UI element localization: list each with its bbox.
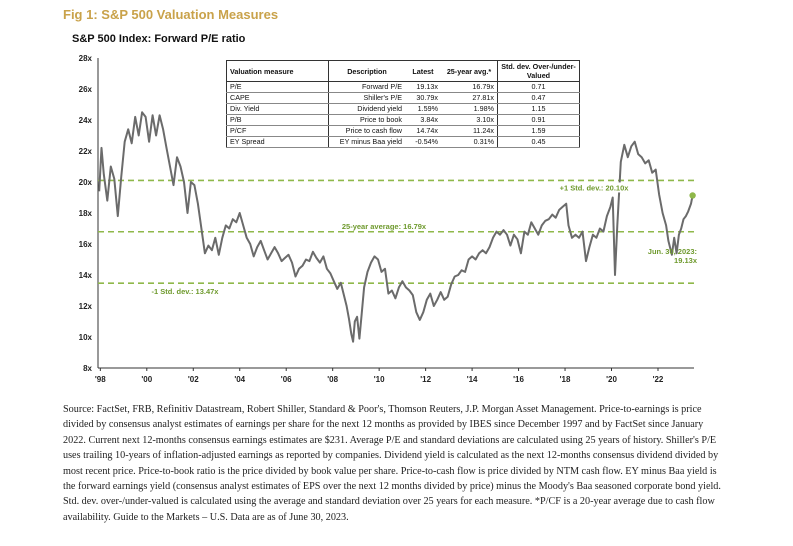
x-tick-label: '10 xyxy=(374,375,385,384)
reference-label: +1 Std. dev.: 20.10x xyxy=(560,183,630,192)
valuation-table-header: Valuation measure Description Latest 25-… xyxy=(226,60,580,82)
valuation-table-cell: 14.74x xyxy=(405,125,441,137)
y-tick-label: 16x xyxy=(79,240,93,249)
x-tick-label: '02 xyxy=(188,375,199,384)
y-tick-label: 26x xyxy=(79,85,93,94)
y-tick-label: 14x xyxy=(79,271,93,280)
y-tick-label: 10x xyxy=(79,333,93,342)
y-tick-label: 12x xyxy=(79,302,93,311)
y-tick-label: 24x xyxy=(79,116,93,125)
y-tick-label: 22x xyxy=(79,147,93,156)
x-tick-label: '20 xyxy=(606,375,617,384)
reference-label-bg xyxy=(546,182,642,193)
valuation-table-cell: Price to cash flow xyxy=(328,125,405,137)
x-tick-label: '14 xyxy=(467,375,478,384)
reference-label-bg xyxy=(137,286,233,297)
valuation-table-cell: Price to book xyxy=(328,114,405,126)
valuation-table-cell: EY minus Baa yield xyxy=(328,136,405,148)
reference-label: -1 Std. dev.: 13.47x xyxy=(152,287,220,296)
valuation-table-cell: -0.54% xyxy=(405,136,441,148)
valuation-table-cell: 0.47 xyxy=(497,92,580,104)
header-description: Description xyxy=(328,60,405,82)
valuation-table-cell: 0.31% xyxy=(441,136,498,148)
latest-label-date: Jun. 30, 2023: xyxy=(648,247,697,256)
forward-pe-line xyxy=(98,111,694,343)
y-tick-label: 18x xyxy=(79,209,93,218)
valuation-table-cell: P/B xyxy=(226,114,329,126)
valuation-table-cell: 3.84x xyxy=(405,114,441,126)
x-tick-label: '98 xyxy=(95,375,106,384)
reference-label-bg xyxy=(336,220,432,231)
valuation-table-row: CAPE Shiller's P/E 30.79x 27.81x 0.47 xyxy=(226,92,580,104)
valuation-table-cell: 0.91 xyxy=(497,114,580,126)
valuation-table-cell: P/CF xyxy=(226,125,329,137)
x-tick-label: '08 xyxy=(327,375,338,384)
valuation-table-cell: 1.59% xyxy=(405,103,441,115)
x-tick-label: '22 xyxy=(653,375,664,384)
valuation-table-cell: Forward P/E xyxy=(328,81,405,93)
valuation-table-row: P/B Price to book 3.84x 3.10x 0.91 xyxy=(226,114,580,126)
reference-label: 25-year average: 16.79x xyxy=(342,222,427,231)
x-tick-label: '16 xyxy=(513,375,524,384)
valuation-table-cell: CAPE xyxy=(226,92,329,104)
valuation-table-cell: Shiller's P/E xyxy=(328,92,405,104)
y-tick-label: 8x xyxy=(83,364,92,373)
valuation-table-row: EY Spread EY minus Baa yield -0.54% 0.31% 0.… xyxy=(226,136,580,148)
y-tick-label: 20x xyxy=(79,178,93,187)
valuation-table: Valuation measure Description Latest 25-… xyxy=(226,60,580,148)
valuation-table-cell: 0.45 xyxy=(497,136,580,148)
figure-title: Fig 1: S&P 500 Valuation Measures xyxy=(63,7,279,22)
valuation-table-cell: 27.81x xyxy=(441,92,498,104)
valuation-table-cell: 1.98% xyxy=(441,103,498,115)
x-tick-label: '18 xyxy=(560,375,571,384)
valuation-table-cell: 3.10x xyxy=(441,114,498,126)
y-tick-label: 28x xyxy=(79,54,93,63)
x-tick-label: '00 xyxy=(141,375,152,384)
valuation-table-row: P/CF Price to cash flow 14.74x 11.24x 1.59 xyxy=(226,125,580,137)
chart-title: S&P 500 Index: Forward P/E ratio xyxy=(72,33,246,45)
valuation-table-cell: P/E xyxy=(226,81,329,93)
valuation-table-cell: 0.71 xyxy=(497,81,580,93)
valuation-table-row: Div. Yield Dividend yield 1.59% 1.98% 1.15 xyxy=(226,103,580,115)
valuation-table-cell: Dividend yield xyxy=(328,103,405,115)
valuation-table-cell: 1.59 xyxy=(497,125,580,137)
source-footnote: Source: FactSet, FRB, Refinitiv Datastre… xyxy=(63,404,721,523)
header-avg: 25-year avg.* xyxy=(441,60,498,82)
valuation-table-cell: 30.79x xyxy=(405,92,441,104)
valuation-table-cell: 16.79x xyxy=(441,81,498,93)
forward-pe-chart: 8x 10x 12x 14x 16x 18x 20x 22x 24x 26x 28x '98 '00 '0… xyxy=(79,54,698,384)
x-tick-label: '04 xyxy=(234,375,245,384)
valuation-table-row: P/E Forward P/E 19.13x 16.79x 0.71 xyxy=(226,81,580,93)
latest-point xyxy=(689,192,696,199)
latest-label-value: 19.13x xyxy=(674,256,698,265)
valuation-table-cell: 11.24x xyxy=(441,125,498,137)
header-stddev: Std. dev. Over-/under-Valued xyxy=(497,60,580,82)
valuation-table-cell: EY Spread xyxy=(226,136,329,148)
valuation-table-cell: Div. Yield xyxy=(226,103,329,115)
valuation-table-cell: 1.15 xyxy=(497,103,580,115)
valuation-table-cell: 19.13x xyxy=(405,81,441,93)
x-tick-label: '06 xyxy=(281,375,292,384)
header-latest: Latest xyxy=(405,60,441,82)
x-tick-label: '12 xyxy=(420,375,431,384)
header-measure: Valuation measure xyxy=(226,60,329,82)
